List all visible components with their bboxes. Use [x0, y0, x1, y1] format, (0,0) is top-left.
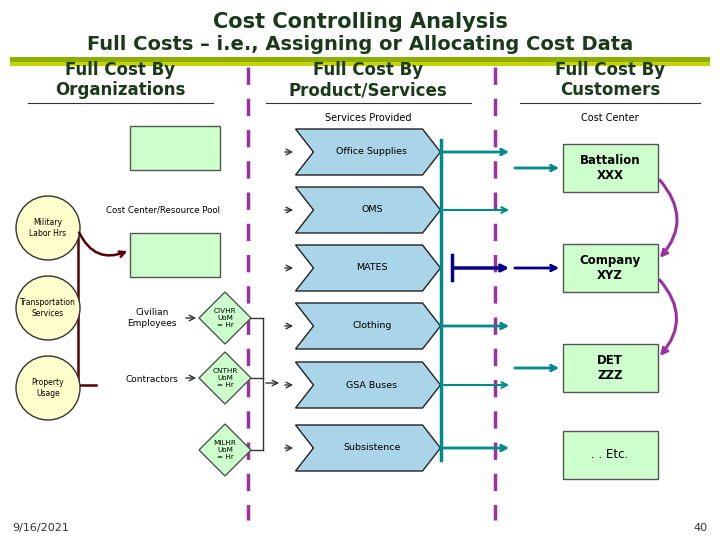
Text: Cost Center/Resource Pool: Cost Center/Resource Pool [106, 206, 220, 214]
Text: CIVHR
UoM
= Hr: CIVHR UoM = Hr [214, 308, 236, 328]
Bar [10, 57, 710, 62]
Text: Cost Center: Cost Center [581, 113, 639, 123]
Text: Contractors: Contractors [125, 375, 179, 384]
Text: GSA Buses: GSA Buses [346, 381, 397, 389]
Bar [562, 344, 657, 392]
Text: Full Cost By
Product/Services: Full Cost By Product/Services [289, 60, 447, 99]
Circle shape [16, 196, 80, 260]
Text: Director of
Logistics: Director of Logistics [151, 138, 199, 158]
Text: Company
XYZ: Company XYZ [580, 254, 641, 282]
Text: . . Etc.: . . Etc. [591, 449, 629, 462]
Text: Civilian
Employees: Civilian Employees [127, 308, 176, 328]
Text: 9/16/2021: 9/16/2021 [12, 523, 69, 533]
Text: 40: 40 [694, 523, 708, 533]
Bar [562, 244, 657, 292]
Polygon shape [295, 129, 441, 175]
Polygon shape [199, 292, 251, 344]
Text: Property
Usage: Property Usage [32, 379, 64, 397]
Text: DET
ZZZ: DET ZZZ [597, 354, 623, 382]
Polygon shape [199, 424, 251, 476]
Bar [562, 144, 657, 192]
Text: CNTHR
UoM
= Hr: CNTHR UoM = Hr [212, 368, 238, 388]
Bar [130, 233, 220, 277]
Bar [130, 126, 220, 170]
Circle shape [16, 276, 80, 340]
Polygon shape [295, 245, 441, 291]
Text: Clothing: Clothing [352, 321, 392, 330]
Text: Cost Controlling Analysis: Cost Controlling Analysis [212, 12, 508, 32]
Bar [10, 62, 710, 66]
Text: Full Costs – i.e., Assigning or Allocating Cost Data: Full Costs – i.e., Assigning or Allocati… [87, 35, 633, 53]
Polygon shape [295, 425, 441, 471]
Text: Office Supplies: Office Supplies [336, 147, 408, 157]
Text: Full Cost By
Customers: Full Cost By Customers [555, 60, 665, 99]
Text: Subsistence: Subsistence [343, 443, 401, 453]
Polygon shape [295, 187, 441, 233]
Text: Central Issue
facility: Central Issue facility [145, 245, 204, 265]
Text: MILHR
UoM
= Hr: MILHR UoM = Hr [214, 440, 236, 460]
Circle shape [16, 356, 80, 420]
Text: OMS: OMS [361, 206, 383, 214]
Text: MATES: MATES [356, 264, 388, 273]
Text: Transportation
Services: Transportation Services [20, 298, 76, 318]
Polygon shape [295, 303, 441, 349]
Polygon shape [199, 352, 251, 404]
Text: Full Cost By
Organizations: Full Cost By Organizations [55, 60, 185, 99]
Text: Services Provided: Services Provided [325, 113, 411, 123]
Text: Military
Labor Hrs: Military Labor Hrs [30, 218, 66, 238]
Bar [562, 431, 657, 479]
Text: Battalion
XXX: Battalion XXX [580, 154, 640, 182]
Polygon shape [295, 362, 441, 408]
